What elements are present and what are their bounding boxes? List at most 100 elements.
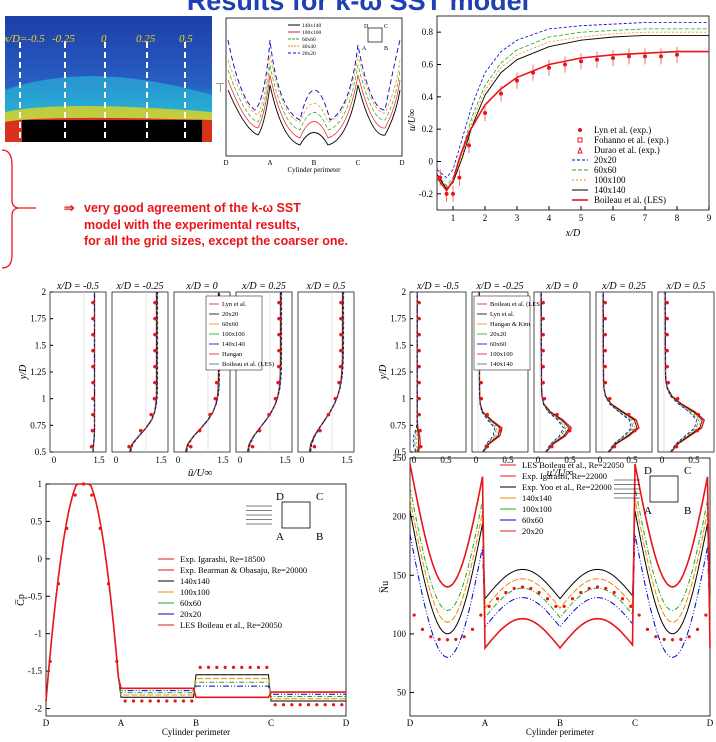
profile-panel <box>533 291 591 453</box>
profile-line <box>602 292 636 453</box>
data-point <box>429 635 433 639</box>
data-point <box>620 597 625 601</box>
legend-item: 140x140 <box>522 493 552 503</box>
x-axis-label: Cylinder perimeter <box>162 727 230 737</box>
corner-label: A <box>644 505 652 517</box>
data-point <box>645 627 650 631</box>
data-point <box>579 590 583 595</box>
small-legend-item: 140x140 <box>302 23 322 29</box>
legend-item: Hangan & Kim <box>490 321 530 328</box>
data-point <box>695 428 699 433</box>
cylinder-diagram <box>649 475 679 503</box>
small-tick: A <box>267 159 272 167</box>
data-point <box>214 380 219 385</box>
y-tick-label: 250 <box>393 453 407 463</box>
data-point <box>91 396 95 401</box>
data-point <box>206 665 211 669</box>
legend-item: Exp. Igarashi, Re=18500 <box>180 554 265 564</box>
profile-line <box>602 292 640 453</box>
legend-item: 60x60 <box>594 165 617 175</box>
data-point <box>547 65 551 70</box>
data-point <box>153 380 157 385</box>
data-point <box>687 635 691 639</box>
data-point <box>412 613 416 617</box>
series-line <box>45 483 346 702</box>
data-point <box>91 332 95 337</box>
data-point <box>445 638 450 642</box>
profile-line <box>664 292 699 453</box>
data-point <box>499 91 503 96</box>
x-tick-label: 1.5 <box>155 455 167 465</box>
profile-line <box>309 292 344 453</box>
data-point <box>153 316 157 321</box>
profile-panel <box>173 291 231 453</box>
y-tick-label: 1 <box>42 394 47 404</box>
data-point <box>570 597 575 601</box>
data-point <box>173 699 177 703</box>
data-point <box>277 332 281 337</box>
data-point <box>91 380 95 385</box>
data-point <box>607 396 612 401</box>
data-point <box>675 52 679 57</box>
legend-item: Boileau et al. (LES) <box>222 361 274 368</box>
x-tick-label: 0 <box>176 455 181 465</box>
data-point <box>73 493 77 497</box>
data-point <box>665 348 669 353</box>
x-tick-label: A <box>118 718 125 728</box>
corner-label: D <box>276 491 284 503</box>
data-point <box>98 526 102 530</box>
y-tick-label: 150 <box>393 570 407 580</box>
x-tick-label: D <box>43 718 50 728</box>
x-axis-label: ū/U∞ <box>188 467 213 479</box>
profile-line <box>602 292 634 453</box>
small-legend-item: 20x20 <box>302 51 316 57</box>
data-point <box>529 586 533 591</box>
legend-item: Exp. Bearman & Obasaju, Re=20000 <box>180 565 307 575</box>
x-tick-label: 0 <box>300 455 305 465</box>
y-tick-label: 200 <box>393 512 407 522</box>
y-tick-label: 1.25 <box>390 367 406 377</box>
y-tick-label: 0.5 <box>395 447 407 457</box>
legend-item: 20x20 <box>522 526 543 536</box>
data-point <box>541 348 545 353</box>
contour-label: x/D=-0.5 <box>3 33 45 45</box>
data-point <box>339 332 343 337</box>
y-axis-label: N̅u <box>380 581 391 593</box>
legend-item: 60x60 <box>180 598 201 608</box>
data-point <box>190 699 194 703</box>
data-point <box>479 380 483 385</box>
y-tick-label: 0.2 <box>422 124 433 134</box>
profile-line <box>540 292 565 453</box>
corner-label: C <box>684 465 691 477</box>
data-point <box>587 586 591 591</box>
data-point <box>281 703 286 707</box>
y-tick-label: 0.4 <box>422 92 434 102</box>
y-tick-label: -2 <box>35 704 43 714</box>
profile-line <box>248 292 283 453</box>
x-tick-label: 0 <box>660 455 665 465</box>
contour-label: -0.25 <box>52 33 75 45</box>
y-tick-label: 0 <box>429 157 434 167</box>
cylinder-shape <box>22 120 202 142</box>
y-tick-label: 2 <box>42 287 47 297</box>
data-point <box>417 364 421 369</box>
x-tick-label: 0 <box>598 455 603 465</box>
data-point <box>277 316 281 321</box>
legend-box <box>473 295 531 371</box>
y-tick-label: -0.2 <box>419 189 433 199</box>
rms-velocity-profiles: 0.5 0.75 1 1.25 1.5 1.75 2 y/D x/D = -0.5 0 0.5 x/D… <box>378 281 715 479</box>
profile-line <box>478 292 497 453</box>
data-point <box>417 396 421 401</box>
data-point <box>643 54 647 59</box>
x-tick-label: A <box>482 718 489 728</box>
small-x-label: Cylinder perimeter <box>287 166 341 174</box>
data-point <box>277 348 281 353</box>
small-tick: C <box>356 159 361 167</box>
profile-panel <box>111 291 169 453</box>
y-tick-label: 0.75 <box>30 420 46 430</box>
small-perimeter-chart: —| Cylinder perimeter D A B C D 140x140 … <box>215 17 405 174</box>
legend-item: 60x60 <box>522 515 543 525</box>
profile-line <box>128 292 158 453</box>
profile-line <box>130 292 159 453</box>
